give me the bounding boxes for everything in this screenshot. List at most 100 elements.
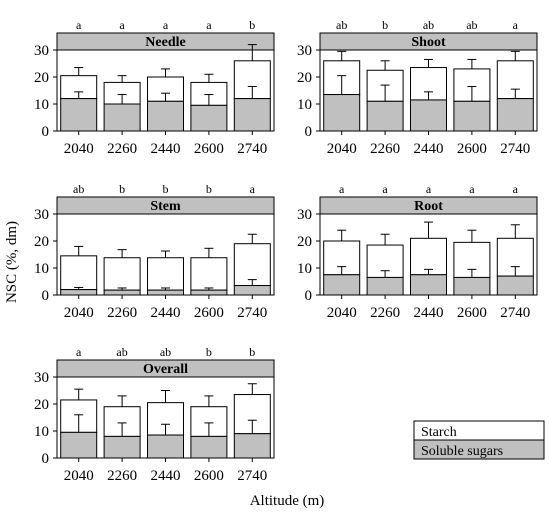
x-tick-label: 2600	[194, 305, 224, 321]
x-tick-label: 2740	[500, 141, 530, 157]
panel-strip	[319, 32, 538, 51]
x-tick-label: 2040	[64, 468, 94, 484]
x-tick-label: 2740	[500, 305, 530, 321]
bar-soluble-sugars	[190, 435, 228, 459]
bar-soluble-sugars	[147, 100, 184, 132]
bar-soluble-sugars	[233, 285, 271, 296]
bar-soluble-sugars	[190, 289, 228, 296]
significance-letter: ab	[336, 18, 347, 32]
legend-label-starch: Starch	[421, 425, 457, 440]
significance-letter: b	[249, 345, 255, 359]
x-tick-label: 2440	[151, 305, 181, 321]
bar-soluble-sugars	[496, 275, 534, 296]
y-tick-label: 10	[34, 261, 49, 277]
bar-soluble-sugars	[323, 94, 361, 132]
significance-letter: a	[76, 345, 82, 359]
panel-strip	[319, 196, 538, 215]
bar-soluble-sugars	[366, 276, 404, 296]
significance-letter: b	[163, 182, 169, 196]
bar-soluble-sugars	[60, 98, 98, 132]
y-tick-label: 20	[34, 397, 49, 413]
significance-letter: ab	[73, 182, 84, 196]
significance-letter: ab	[160, 345, 171, 359]
bar-starch	[190, 257, 228, 291]
y-tick-label: 0	[42, 288, 50, 304]
bar-soluble-sugars	[190, 104, 228, 132]
bar-soluble-sugars	[60, 289, 98, 296]
significance-letter: a	[163, 18, 169, 32]
panel-strip	[56, 196, 275, 215]
significance-letter: b	[249, 18, 255, 32]
significance-letter: ab	[466, 18, 477, 32]
bar-soluble-sugars	[233, 433, 271, 459]
panel-strip-title: Overall	[143, 362, 188, 377]
panel-strip-title: Stem	[150, 199, 181, 214]
bar-soluble-sugars	[496, 98, 534, 132]
legend-swatch-soluble-sugars	[413, 439, 545, 460]
significance-letter: a	[469, 182, 475, 196]
significance-letter: ab	[423, 18, 434, 32]
y-tick-label: 20	[297, 234, 312, 250]
bar-soluble-sugars	[147, 434, 184, 459]
x-tick-label: 2040	[327, 305, 357, 321]
x-tick-label: 2600	[457, 305, 487, 321]
significance-letter: a	[339, 182, 345, 196]
y-tick-label: 20	[297, 70, 312, 86]
x-tick-label: 2740	[237, 468, 267, 484]
significance-letter: b	[119, 182, 125, 196]
bar-soluble-sugars	[410, 274, 447, 296]
panel-strip-title: Shoot	[411, 35, 446, 50]
significance-letter: a	[382, 182, 388, 196]
x-tick-label: 2440	[414, 305, 444, 321]
bar-soluble-sugars	[103, 289, 141, 296]
y-tick-label: 0	[305, 124, 313, 140]
x-tick-label: 2440	[414, 141, 444, 157]
significance-letter: a	[206, 18, 212, 32]
x-tick-label: 2740	[237, 305, 267, 321]
y-tick-label: 0	[42, 451, 50, 467]
panel-strip-title: Root	[414, 199, 443, 214]
significance-letter: b	[382, 18, 388, 32]
significance-letter: a	[513, 18, 519, 32]
y-tick-label: 10	[297, 261, 312, 277]
y-tick-label: 20	[34, 70, 49, 86]
y-tick-label: 30	[34, 207, 49, 223]
legend: Starch Soluble sugars	[413, 420, 545, 460]
y-tick-label: 0	[305, 288, 313, 304]
legend-label-soluble-sugars: Soluble sugars	[421, 444, 503, 459]
x-axis-title: Altitude (m)	[250, 493, 325, 509]
significance-letter: b	[206, 345, 212, 359]
significance-letter: b	[206, 182, 212, 196]
bar-soluble-sugars	[453, 100, 491, 132]
y-tick-label: 30	[34, 370, 49, 386]
bar-soluble-sugars	[60, 431, 98, 459]
significance-letter: a	[76, 18, 82, 32]
x-tick-label: 2260	[370, 141, 400, 157]
y-tick-label: 30	[297, 207, 312, 223]
x-tick-label: 2040	[327, 141, 357, 157]
significance-letter: a	[513, 182, 519, 196]
panel-shoot: Shoot 0 10 20 30 2040 ab 2260 b 2440 ab 2600 ab 2740 a	[297, 18, 538, 157]
y-tick-label: 0	[42, 124, 50, 140]
x-tick-label: 2260	[370, 305, 400, 321]
significance-letter: ab	[116, 345, 127, 359]
x-tick-label: 2600	[194, 468, 224, 484]
significance-letter: a	[426, 182, 432, 196]
y-tick-label: 10	[34, 97, 49, 113]
y-tick-label: 10	[34, 424, 49, 440]
y-axis-title: NSC (%, dm)	[4, 221, 20, 303]
panel-needle: Needle 0 10 20 30 2040 a 2260 a 2440 a 2600 a 2740 b	[34, 18, 275, 157]
x-tick-label: 2440	[151, 141, 181, 157]
x-tick-label: 2260	[107, 468, 137, 484]
y-tick-label: 10	[297, 97, 312, 113]
x-tick-label: 2440	[151, 468, 181, 484]
y-tick-label: 20	[34, 234, 49, 250]
bar-soluble-sugars	[366, 100, 404, 132]
bar-soluble-sugars	[410, 99, 447, 132]
y-tick-label: 30	[34, 43, 49, 59]
bar-starch	[60, 255, 98, 291]
significance-letter: a	[250, 182, 256, 196]
bar-soluble-sugars	[453, 276, 491, 296]
x-tick-label: 2260	[107, 141, 137, 157]
